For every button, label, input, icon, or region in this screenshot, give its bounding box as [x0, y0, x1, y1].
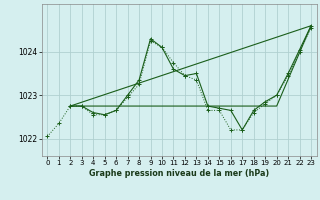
X-axis label: Graphe pression niveau de la mer (hPa): Graphe pression niveau de la mer (hPa) [89, 169, 269, 178]
